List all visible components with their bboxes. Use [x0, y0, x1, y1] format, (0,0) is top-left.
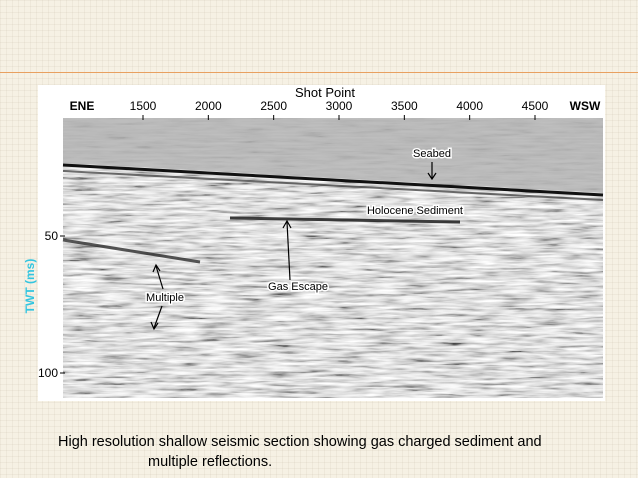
x-tick-label: 2000	[195, 99, 222, 113]
caption: multiple reflections.	[148, 454, 273, 470]
x-tick-label: 3500	[391, 99, 418, 113]
caption: High resolution shallow seismic section …	[58, 434, 542, 450]
arrow-head	[152, 263, 161, 273]
arrow	[286, 221, 291, 281]
top-label: Shot Point	[295, 85, 355, 100]
y-tick-label: 100	[38, 366, 58, 380]
annotation: Gas Escape	[268, 281, 328, 293]
annotation: Seabed	[413, 148, 451, 160]
arrow-head	[150, 321, 159, 331]
x-tick-label: 2500	[260, 99, 287, 113]
multiple-reflector	[62, 238, 201, 264]
direction-label: ENE	[70, 99, 95, 113]
seabed-reflector	[62, 170, 604, 201]
water-layer	[63, 118, 603, 193]
annotation: Multiple	[146, 292, 184, 304]
arrow-head	[282, 219, 292, 229]
arrow-head	[427, 172, 437, 181]
arrow	[155, 265, 164, 290]
x-tick-label: 4500	[522, 99, 549, 113]
divider	[0, 72, 638, 73]
annotation: Holocene Sediment	[367, 205, 463, 217]
annotation-halo: Holocene Sediment	[367, 205, 463, 217]
x-tick-label: 4000	[456, 99, 483, 113]
annotation-halo: Multiple	[146, 292, 184, 304]
arrow	[153, 305, 163, 329]
annotation-halo: Gas Escape	[268, 281, 328, 293]
annotation-halo: Seabed	[413, 148, 451, 160]
x-tick-label: 3000	[326, 99, 353, 113]
y-tick-label: 50	[45, 229, 59, 243]
direction-label: WSW	[570, 99, 601, 113]
y-label: TWT (ms)	[23, 259, 37, 314]
x-tick-label: 1500	[130, 99, 157, 113]
seabed-reflector	[62, 163, 604, 197]
holocene-reflector	[229, 216, 461, 224]
